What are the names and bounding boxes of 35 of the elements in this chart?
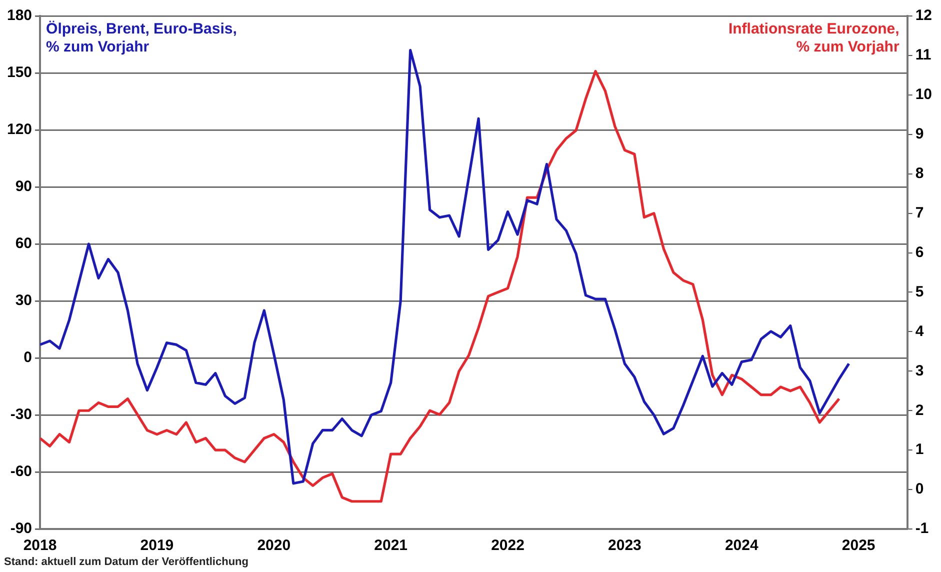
- y2-tick-label: -1: [915, 520, 929, 538]
- x-tick-label: 2021: [374, 537, 408, 554]
- y-tick-label: 120: [6, 121, 32, 138]
- y-tick-label: 180: [6, 7, 32, 24]
- y2-tick-label: 10: [915, 86, 932, 104]
- x-tick-label: 2022: [491, 537, 524, 554]
- y-tick-label: 0: [24, 349, 32, 366]
- y2-tick-label: 7: [915, 204, 924, 222]
- x-tick-label: 2023: [608, 537, 642, 554]
- y2-tick-label: 3: [915, 362, 924, 380]
- x-tick-label: 2024: [724, 537, 759, 554]
- y-tick-label: 150: [6, 64, 32, 82]
- x-tick-label: 2025: [842, 537, 876, 554]
- y2-tick-label: 2: [915, 402, 924, 419]
- y2-tick-label: 4: [915, 322, 924, 340]
- y-tick-label: -30: [10, 406, 32, 424]
- text: Inflationsrate Eurozone, % zum Vorjahr: [728, 20, 900, 56]
- y2-tick-label: 12: [915, 7, 932, 24]
- y2-tick-label: 1: [915, 441, 924, 458]
- y-tick-label: -60: [10, 463, 32, 480]
- y2-tick-label: 0: [915, 480, 924, 498]
- y-tick-label: 60: [15, 235, 32, 252]
- y-tick-label: -90: [10, 520, 32, 538]
- x-tick-label: 2018: [23, 537, 57, 554]
- y2-tick-label: 6: [915, 244, 924, 261]
- y2-tick-label: 8: [915, 164, 924, 182]
- x-tick-label: 2020: [257, 537, 291, 554]
- text: Stand: aktuell zum Datum der Veröffentlichung: [4, 556, 248, 568]
- y-tick-label: 90: [15, 178, 32, 196]
- y2-tick-label: 5: [915, 283, 924, 300]
- x-tick-label: 2019: [140, 537, 174, 554]
- y2-tick-label: 11: [915, 46, 932, 64]
- y2-tick-label: 9: [915, 126, 924, 143]
- y-tick-label: 30: [15, 292, 32, 310]
- text: Ölpreis, Brent, Euro-Basis, % zum Vorjahr: [46, 20, 237, 56]
